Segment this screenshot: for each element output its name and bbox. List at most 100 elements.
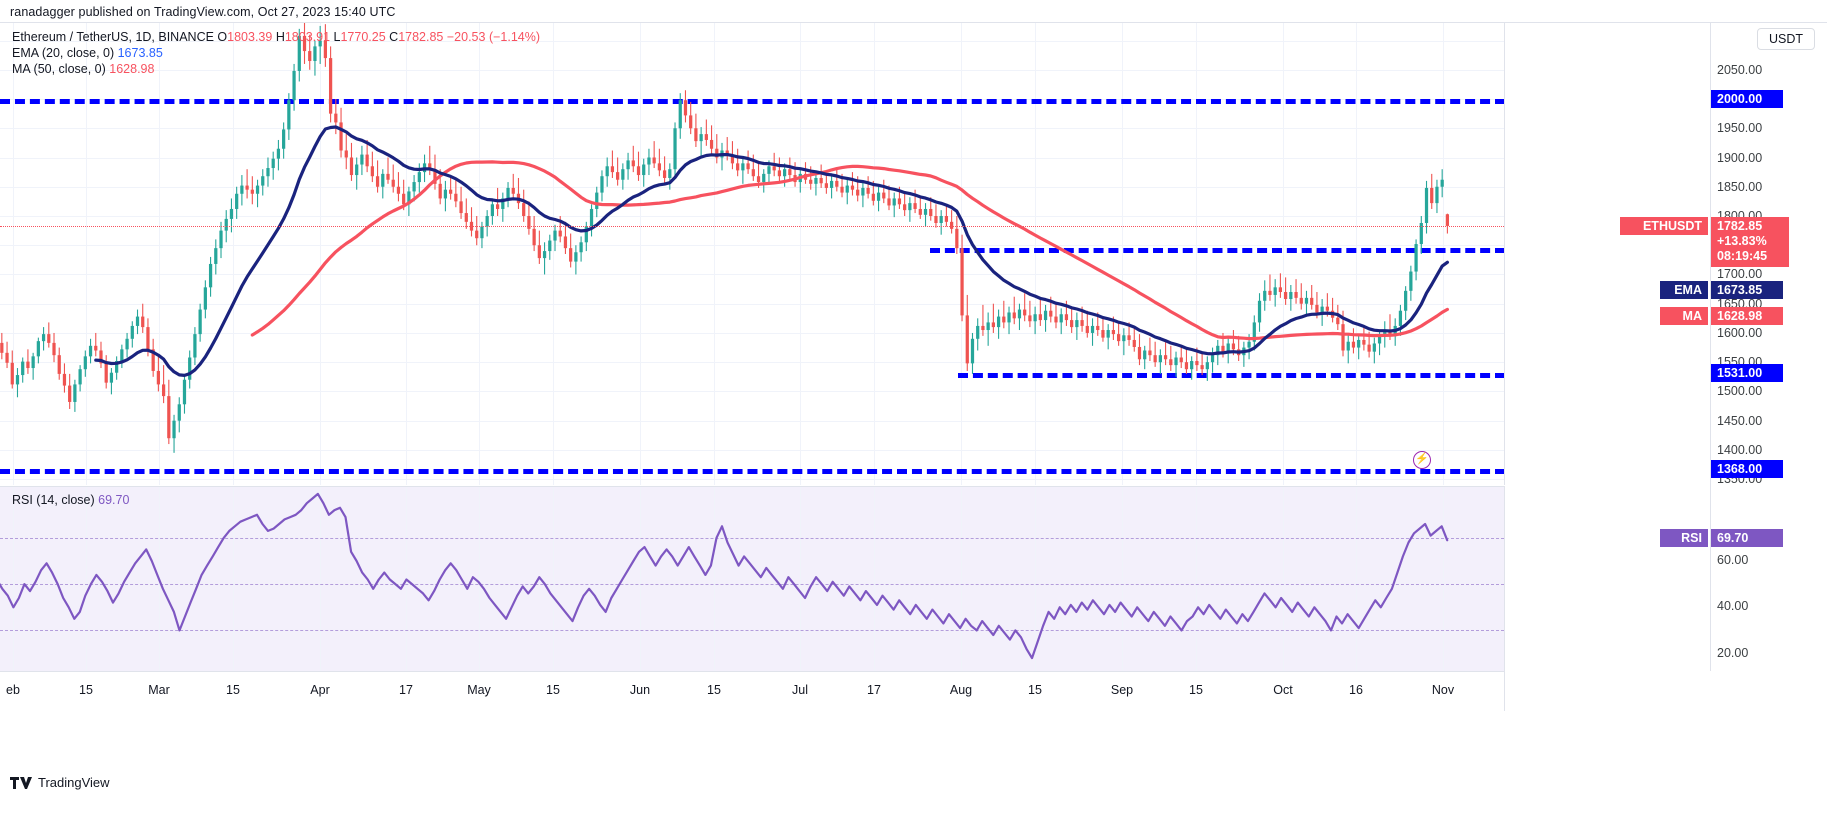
gridline-vertical xyxy=(640,487,641,671)
gridline-horizontal xyxy=(0,449,1504,451)
gridline-horizontal xyxy=(0,69,1504,71)
rsi-axis-tick: 20.00 xyxy=(1717,645,1749,660)
gridline-vertical xyxy=(640,23,641,485)
chart-frame: Ethereum / TetherUS, 1D, BINANCE O1803.3… xyxy=(0,22,1827,766)
time-axis-tick: May xyxy=(467,683,491,697)
time-axis-tick: Jul xyxy=(792,683,808,697)
gridline-vertical xyxy=(800,487,801,671)
price-axis-tick: 1400.00 xyxy=(1717,442,1763,457)
time-axis-tick: 15 xyxy=(79,683,93,697)
lightning-bolt-icon[interactable]: ⚡ xyxy=(1413,451,1431,470)
gridline-horizontal xyxy=(0,274,1504,276)
gridline-vertical xyxy=(1356,487,1357,671)
time-axis-tick: 16 xyxy=(1349,683,1363,697)
gridline-vertical xyxy=(233,487,234,671)
time-axis-tick: 17 xyxy=(867,683,881,697)
gridline-horizontal xyxy=(0,215,1504,217)
rsi-axis-tick: 40.00 xyxy=(1717,599,1749,614)
price-axis-highlight-tag[interactable]: 1531.00 xyxy=(1711,364,1783,383)
time-axis-tick: 15 xyxy=(546,683,560,697)
last-price-percent: +13.83% xyxy=(1717,234,1767,249)
price-chart-pane[interactable]: Ethereum / TetherUS, 1D, BINANCE O1803.3… xyxy=(0,23,1505,485)
time-axis-tick: 15 xyxy=(1189,683,1203,697)
gridline-vertical xyxy=(13,23,14,485)
gridline-vertical xyxy=(800,23,801,485)
gridline-vertical xyxy=(13,487,14,671)
price-axis-tick: 2050.00 xyxy=(1717,62,1763,77)
legend-open-key: O xyxy=(217,30,228,44)
gridline-vertical xyxy=(1196,487,1197,671)
legend-symbol: Ethereum / TetherUS, 1D, BINANCE xyxy=(12,30,214,44)
price-axis-tick: 1600.00 xyxy=(1717,325,1763,340)
rsi-axis-badge-value[interactable]: 69.70 xyxy=(1711,528,1783,547)
price-axis-highlight-tag[interactable]: 1673.85 xyxy=(1711,280,1783,299)
price-level-line[interactable] xyxy=(0,468,1504,474)
gridline-vertical xyxy=(479,23,480,485)
rsi-series xyxy=(0,492,1449,660)
legend-ema-row[interactable]: EMA (20, close, 0) 1673.85 xyxy=(12,45,540,61)
gridline-vertical xyxy=(714,487,715,671)
last-price-countdown: 08:19:45 xyxy=(1717,249,1768,264)
price-axis[interactable]: USDT 2050.00 2000.00 1950.00 1900.00 1850.00… xyxy=(1505,23,1827,671)
gridline-vertical xyxy=(874,23,875,485)
price-axis-highlight-tag[interactable]: 1628.98 xyxy=(1711,307,1783,325)
gridline-vertical xyxy=(1443,487,1444,671)
rsi-legend-value: 69.70 xyxy=(98,493,130,507)
price-level-line[interactable] xyxy=(958,373,1504,379)
gridline-horizontal xyxy=(0,332,1504,334)
legend-symbol-row[interactable]: Ethereum / TetherUS, 1D, BINANCE O1803.3… xyxy=(12,29,540,45)
time-axis-tick: Sep xyxy=(1110,683,1134,697)
rsi-level-line xyxy=(0,584,1504,586)
price-axis-highlight-tag[interactable]: 2000.00 xyxy=(1711,90,1783,109)
legend-ma-value: 1628.98 xyxy=(109,62,155,76)
legend-change: −20.53 xyxy=(446,30,486,44)
legend-close-value: 1782.85 xyxy=(398,30,444,44)
legend-ema-label: EMA (20, close, 0) xyxy=(12,46,115,60)
time-axis[interactable]: eb 15 Mar 15 Apr 17 May 15 Jun 15 Jul 17 Aug 15 Sep 15 O… xyxy=(0,671,1505,711)
last-price-line xyxy=(0,226,1504,228)
price-axis-tick: 1700.00 xyxy=(1717,267,1763,282)
legend-low-key: L xyxy=(333,30,341,44)
time-axis-tick: 15 xyxy=(707,683,721,697)
last-price-symbol-chip: ETHUSDT xyxy=(1620,217,1708,236)
time-axis-tick: Jun xyxy=(629,683,651,697)
currency-badge[interactable]: USDT xyxy=(1756,28,1815,50)
rsi-axis-badge-name: RSI xyxy=(1660,528,1708,547)
price-level-line[interactable] xyxy=(0,99,1504,105)
attribution-text: ranadagger published on TradingView.com,… xyxy=(10,5,396,19)
legend-high-key: H xyxy=(275,30,285,44)
gridline-horizontal xyxy=(0,303,1504,305)
footer: TradingView xyxy=(10,775,110,790)
rsi-legend-label: RSI (14, close) xyxy=(12,493,95,507)
gridline-vertical xyxy=(553,23,554,485)
legend-ma-label: MA (50, close, 0) xyxy=(12,62,106,76)
gridline-vertical xyxy=(1122,487,1123,671)
time-axis-tick: Nov xyxy=(1431,683,1455,697)
rsi-axis-tick: 60.00 xyxy=(1717,553,1749,567)
axis-separator xyxy=(1710,23,1711,671)
gridline-vertical xyxy=(1443,23,1444,485)
gridline-horizontal xyxy=(0,157,1504,159)
footer-brand: TradingView xyxy=(38,775,110,790)
axis-indicator-chip: EMA xyxy=(1660,280,1708,299)
price-level-line[interactable] xyxy=(930,247,1504,253)
gridline-horizontal xyxy=(0,186,1504,188)
rsi-chart-pane[interactable]: RSI (14, close) 69.70 xyxy=(0,486,1505,671)
gridline-vertical xyxy=(1035,23,1036,485)
last-price-badge[interactable]: 1782.85 +13.83% 08:19:45 xyxy=(1711,217,1789,268)
legend-ma-row[interactable]: MA (50, close, 0) 1628.98 xyxy=(12,61,540,77)
time-axis-tick: Aug xyxy=(949,683,973,697)
price-axis-highlight-tag[interactable]: 1368.00 xyxy=(1711,459,1783,478)
gridline-vertical xyxy=(553,487,554,671)
rsi-legend[interactable]: RSI (14, close) 69.70 xyxy=(12,493,129,507)
rsi-level-line xyxy=(0,537,1504,539)
gridline-horizontal xyxy=(0,391,1504,393)
gridline-vertical xyxy=(961,487,962,671)
last-price-value: 1782.85 xyxy=(1717,219,1763,234)
gridline-horizontal xyxy=(0,245,1504,247)
gridline-vertical xyxy=(86,23,87,485)
gridline-vertical xyxy=(86,487,87,671)
legend-low-value: 1770.25 xyxy=(340,30,386,44)
gridline-vertical xyxy=(714,23,715,485)
gridline-vertical xyxy=(1283,487,1284,671)
